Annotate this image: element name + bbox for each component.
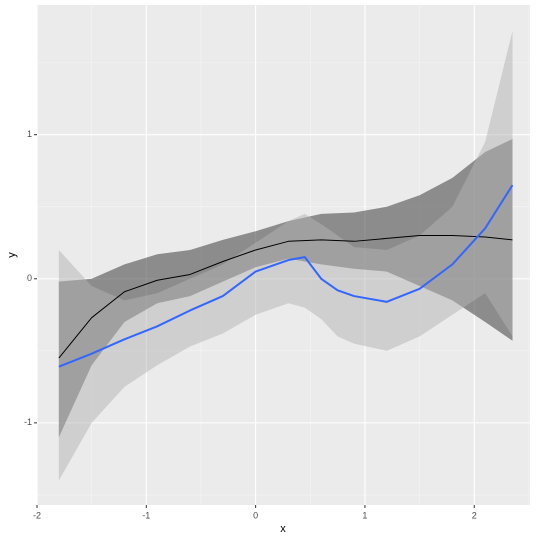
x-tick-label: -1 xyxy=(142,510,150,520)
x-tick-label: 1 xyxy=(362,510,367,520)
confidence-band xyxy=(58,139,513,438)
x-axis-title: x xyxy=(280,523,286,535)
smooth-line xyxy=(58,235,513,359)
y-tick-label: 1 xyxy=(27,129,32,139)
smooth-line xyxy=(58,184,514,368)
y-tick-label: 0 xyxy=(27,273,32,283)
y-axis-title: y xyxy=(6,252,18,258)
confidence-band xyxy=(58,30,513,481)
x-tick-label: 2 xyxy=(472,510,477,520)
x-tick-label: 0 xyxy=(253,510,258,520)
x-tick-label: -2 xyxy=(33,510,41,520)
y-tick-label: -1 xyxy=(24,417,32,427)
